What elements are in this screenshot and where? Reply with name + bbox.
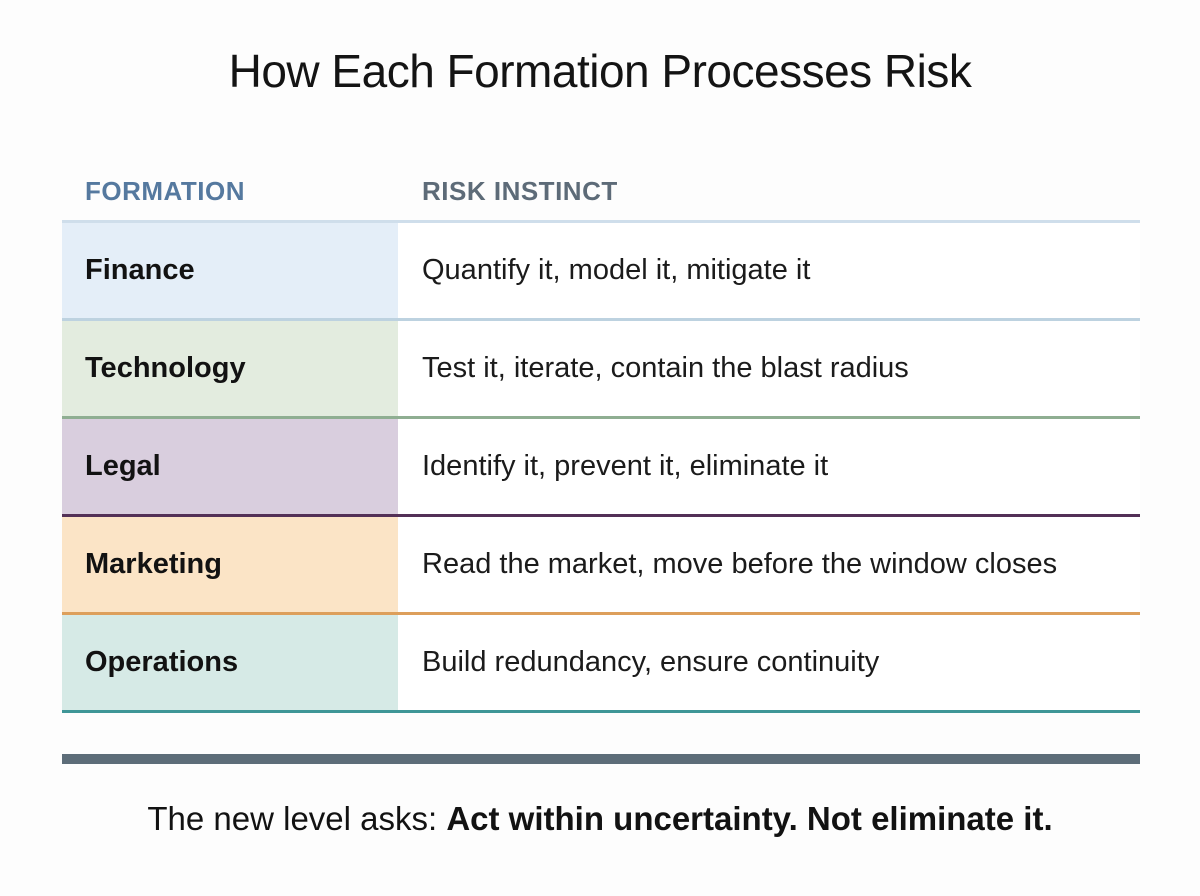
formation-cell: Finance xyxy=(62,223,398,319)
formation-cell: Marketing xyxy=(62,517,398,613)
formation-cell: Legal xyxy=(62,419,398,515)
footer-emphasis: Act within uncertainty. Not eliminate it… xyxy=(446,800,1053,838)
column-header-risk-instinct: RISK INSTINCT xyxy=(422,176,618,207)
risk-table: FORMATION RISK INSTINCT Finance Quantify… xyxy=(62,153,1140,714)
instinct-cell: Build redundancy, ensure continuity xyxy=(398,615,1140,711)
table-row-operations: Operations Build redundancy, ensure cont… xyxy=(62,615,1140,714)
instinct-cell: Identify it, prevent it, eliminate it xyxy=(398,419,1140,515)
table-row-finance: Finance Quantify it, model it, mitigate … xyxy=(62,223,1140,322)
footer-text: The new level asks: Act within uncertain… xyxy=(40,800,1160,838)
page-title: How Each Formation Processes Risk xyxy=(228,45,972,97)
table-header-row: FORMATION RISK INSTINCT xyxy=(62,153,1140,224)
table-row-marketing: Marketing Read the market, move before t… xyxy=(62,517,1140,616)
footer-prefix: The new level asks: xyxy=(147,800,447,838)
formation-cell: Operations xyxy=(62,615,398,711)
footer-divider-bar xyxy=(62,754,1140,765)
instinct-cell: Quantify it, model it, mitigate it xyxy=(398,223,1140,319)
instinct-cell: Test it, iterate, contain the blast radi… xyxy=(398,321,1140,417)
table-row-legal: Legal Identify it, prevent it, eliminate… xyxy=(62,419,1140,518)
instinct-cell: Read the market, move before the window … xyxy=(398,517,1140,613)
table-row-technology: Technology Test it, iterate, contain the… xyxy=(62,321,1140,420)
column-header-formation: FORMATION xyxy=(85,176,245,207)
formation-cell: Technology xyxy=(62,321,398,417)
